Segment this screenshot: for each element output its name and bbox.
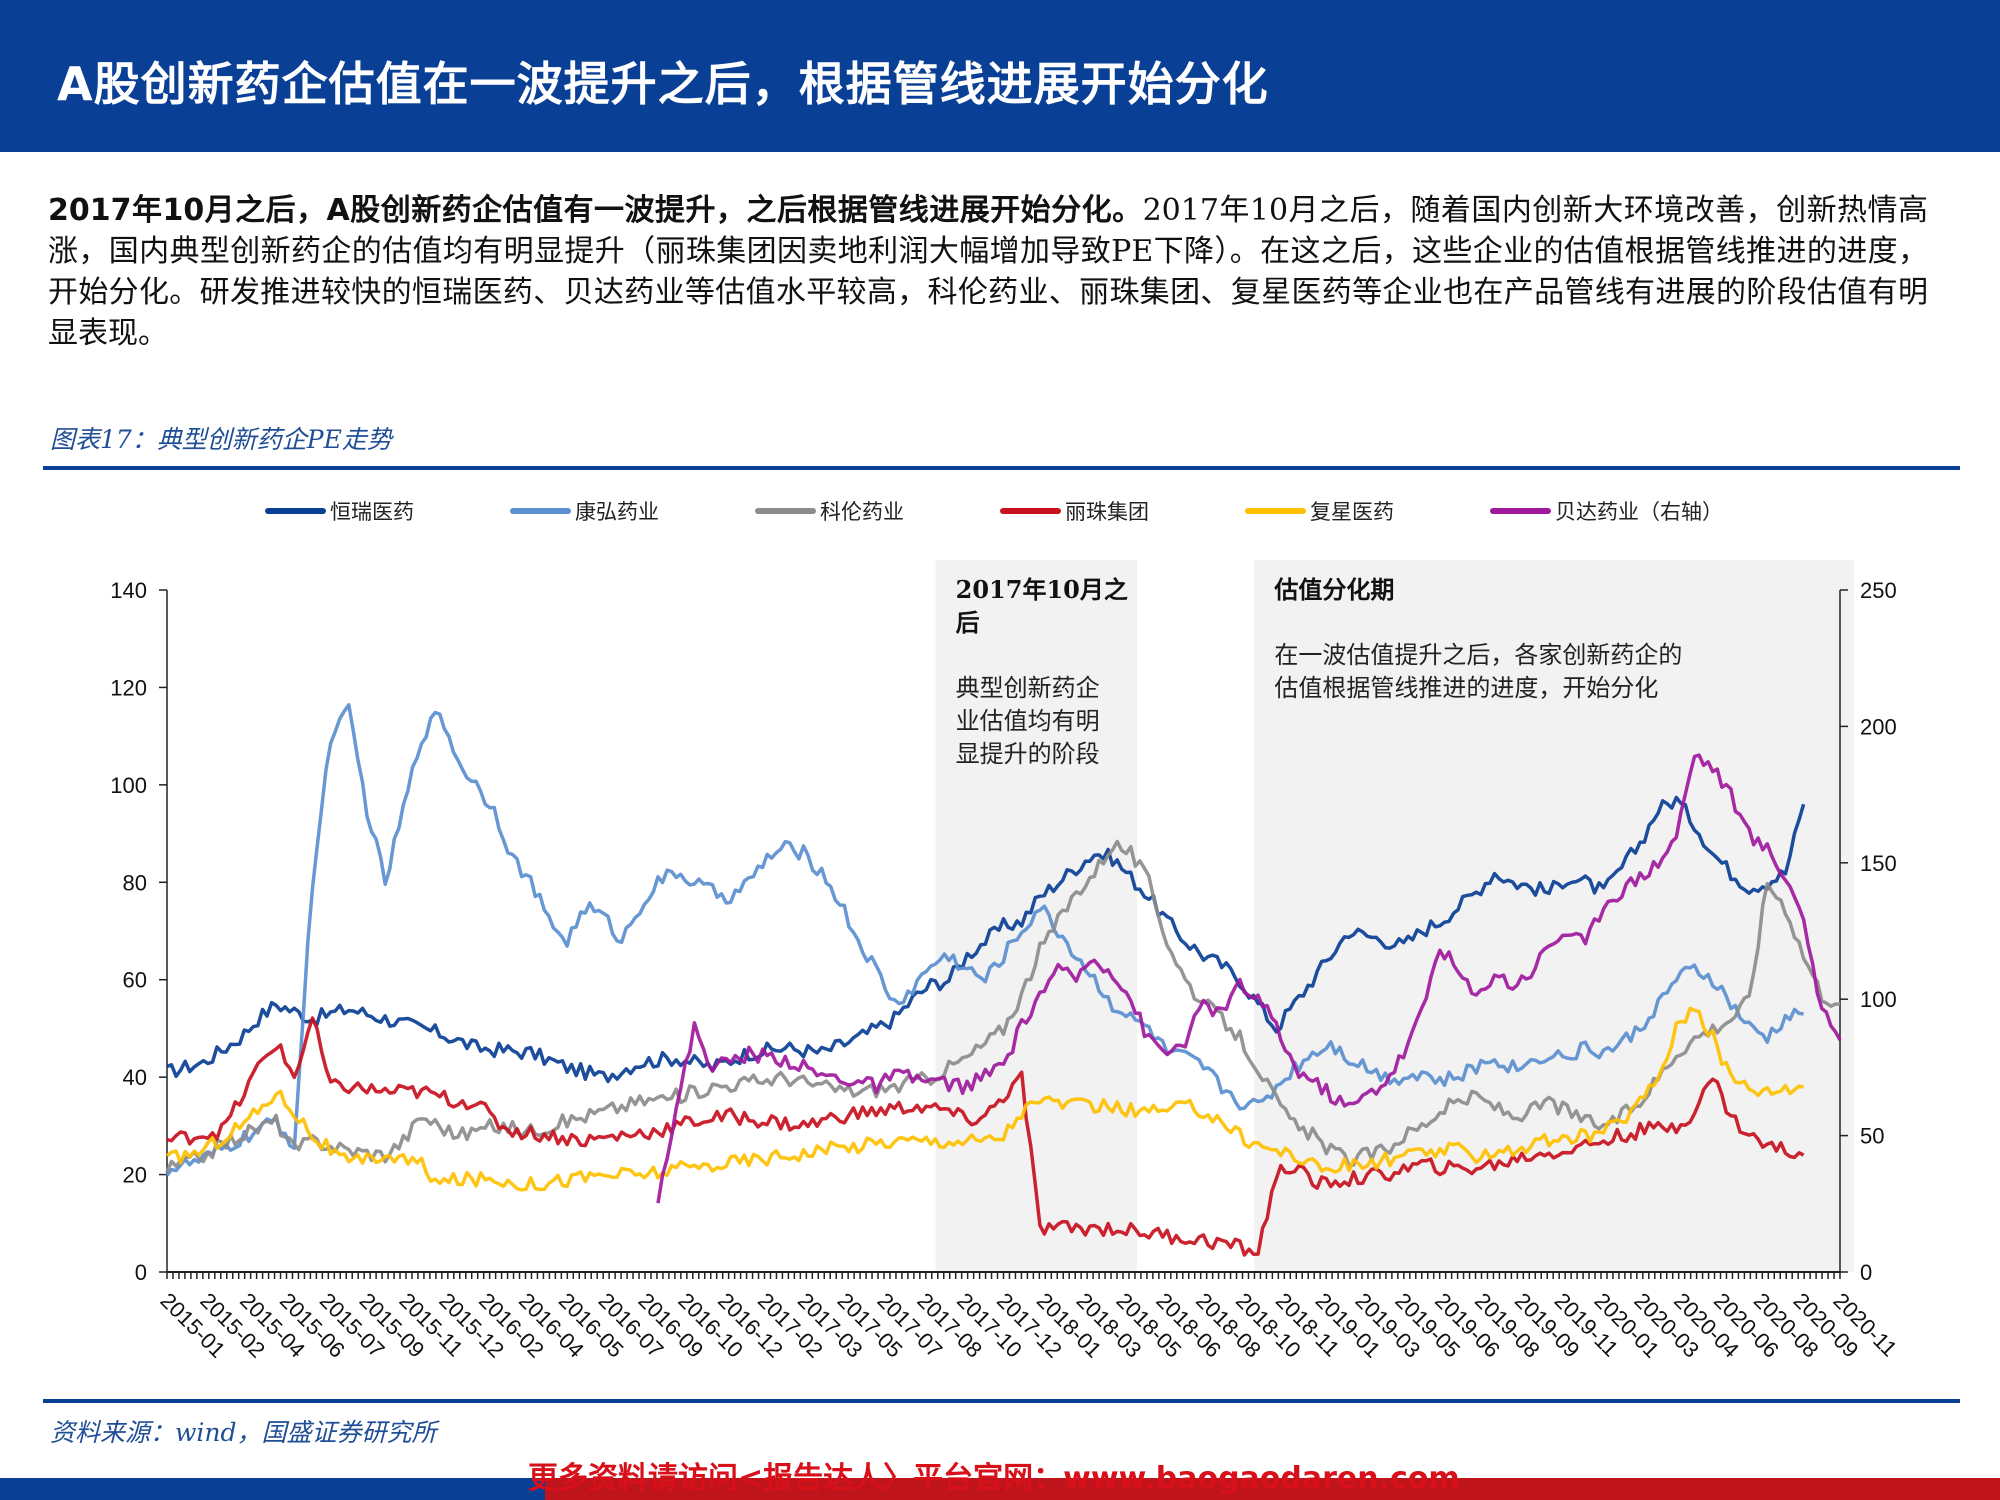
legend-label-2: 科伦药业 <box>820 500 904 524</box>
y-left-tick-label: 60 <box>123 968 147 993</box>
y-right-tick-label: 100 <box>1860 987 1897 1012</box>
body-text: 2017年10月之后，随着国内创新大环境改善，创新热情高涨，国内典型创新药企的估… <box>48 193 1928 351</box>
y-left-tick-label: 120 <box>110 675 147 700</box>
series-line-0 <box>166 795 1806 1084</box>
body-paragraph: 2017年10月之后，A股创新药企估值有一波提升，之后根据管线进展开始分化。20… <box>48 190 1928 354</box>
figure-title: 图表17：典型创新药企PE走势 <box>50 425 392 454</box>
y-right-tick-label: 250 <box>1860 578 1897 603</box>
annotation-title-1: 估值分化期 <box>1273 575 1394 604</box>
title-bar <box>0 0 2000 152</box>
annotation-text-0: 典型创新药企业估值均有明显提升的阶段 <box>956 674 1100 768</box>
y-left-tick-label: 140 <box>110 578 147 603</box>
slide-title: A股创新药企估值在一波提升之后，根据管线进展开始分化 <box>57 57 1269 111</box>
series-line-5 <box>656 753 1842 1204</box>
y-right-tick-label: 0 <box>1860 1260 1872 1285</box>
figure-top-rule <box>43 466 1960 470</box>
annotation-title-0: 2017年10月之后 <box>956 575 1128 637</box>
y-left-tick-label: 100 <box>110 773 147 798</box>
legend-label-5: 贝达药业（右轴） <box>1555 500 1723 524</box>
y-left-tick-label: 20 <box>123 1163 147 1188</box>
bottom-bar-blue <box>0 1478 545 1500</box>
legend-label-3: 丽珠集团 <box>1065 500 1149 524</box>
y-right-tick-label: 50 <box>1860 1124 1884 1149</box>
body-lead-bold: 2017年10月之后，A股创新药企估值有一波提升，之后根据管线进展开始分化。 <box>48 193 1143 228</box>
annotation-region-0 <box>935 560 1137 1272</box>
series-line-3 <box>166 1016 1805 1257</box>
figure-bottom-rule <box>43 1399 1960 1403</box>
annotation-region-1 <box>1254 560 1854 1272</box>
series-line-1 <box>165 703 1804 1177</box>
series-line-2 <box>165 839 1840 1173</box>
y-left-tick-label: 0 <box>135 1260 147 1285</box>
y-right-tick-label: 200 <box>1860 714 1897 739</box>
legend-label-0: 恒瑞医药 <box>330 500 414 524</box>
annotation-text-1: 在一波估值提升之后，各家创新药企的估值根据管线推进的进度，开始分化 <box>1274 641 1682 702</box>
legend-label-1: 康弘药业 <box>575 500 659 524</box>
y-left-tick-label: 80 <box>123 870 147 895</box>
legend-label-4: 复星医药 <box>1310 500 1394 524</box>
bottom-bar-red <box>545 1478 2000 1500</box>
footer-link[interactable]: 更多资料请访问<报告达人〉平台官网：www.baogaodaren.com <box>528 1461 1460 1496</box>
y-right-tick-label: 150 <box>1860 851 1897 876</box>
y-left-tick-label: 40 <box>123 1065 147 1090</box>
figure-source: 资料来源：wind，国盛证券研究所 <box>50 1418 437 1447</box>
series-line-4 <box>165 1006 1804 1192</box>
